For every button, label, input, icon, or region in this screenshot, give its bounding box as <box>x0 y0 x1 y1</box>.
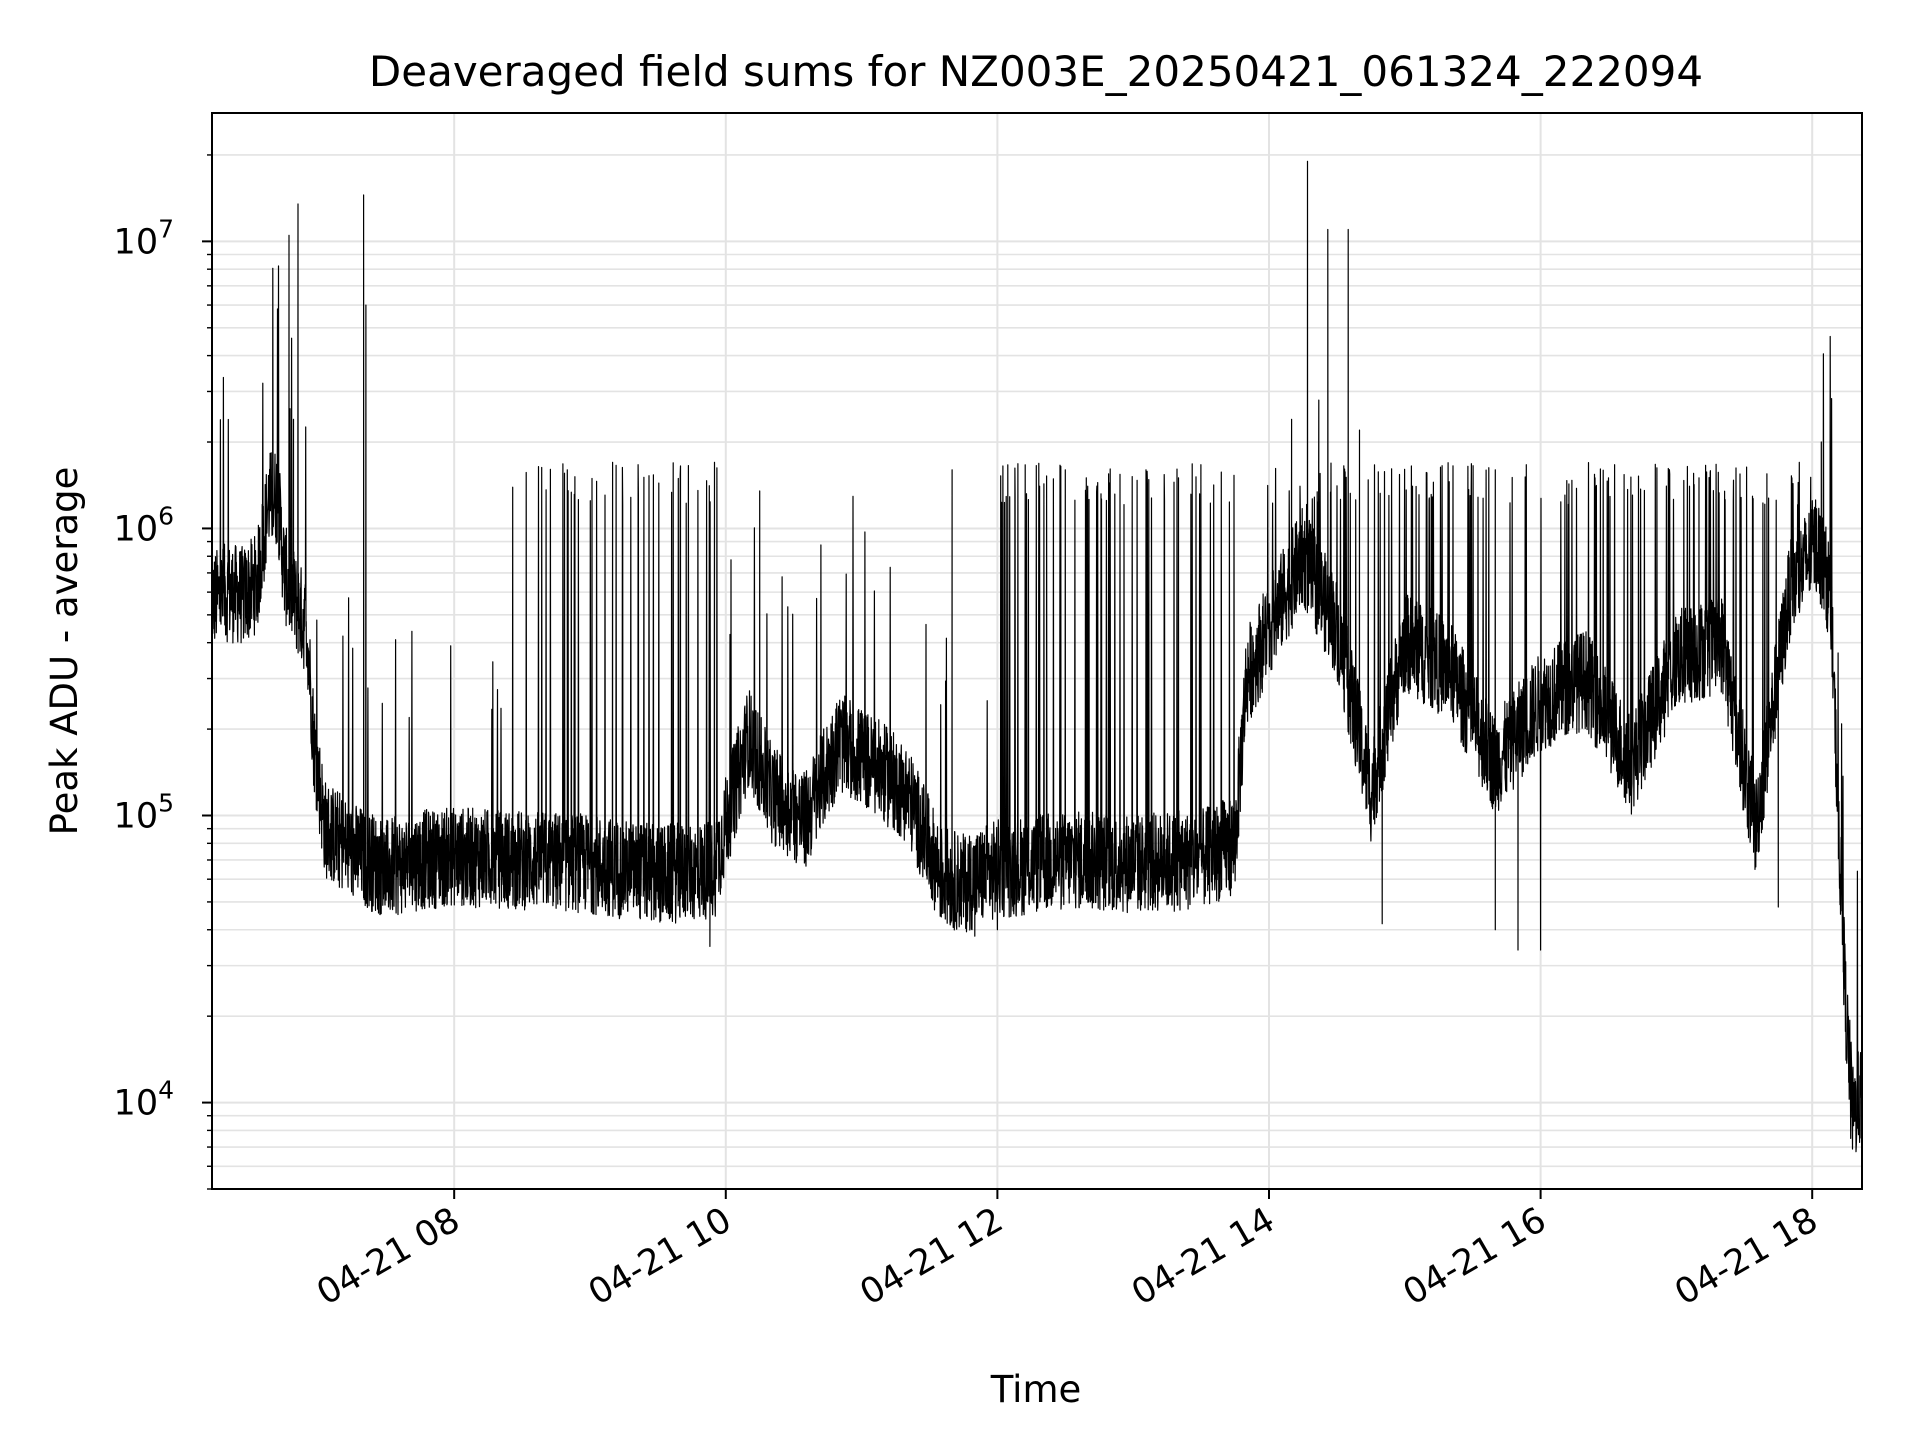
y-tick-labels: 104 105 106 107 <box>114 214 174 1123</box>
tick-marks <box>202 154 1814 1199</box>
plot-frame <box>211 112 1863 1190</box>
y-axis-label: Peak ADU - average <box>43 467 86 836</box>
chart-title: Deaveraged field sums for NZ003E_2025042… <box>369 47 1703 96</box>
y-tick-label: 104 <box>114 1076 174 1124</box>
y-tick-label: 106 <box>114 501 174 549</box>
y-tick-label: 107 <box>114 214 174 262</box>
x-axis-label: Time <box>990 1368 1082 1411</box>
data-line-layer <box>211 160 1863 1153</box>
series-line <box>211 160 1863 1153</box>
y-tick-label: 105 <box>114 789 174 837</box>
